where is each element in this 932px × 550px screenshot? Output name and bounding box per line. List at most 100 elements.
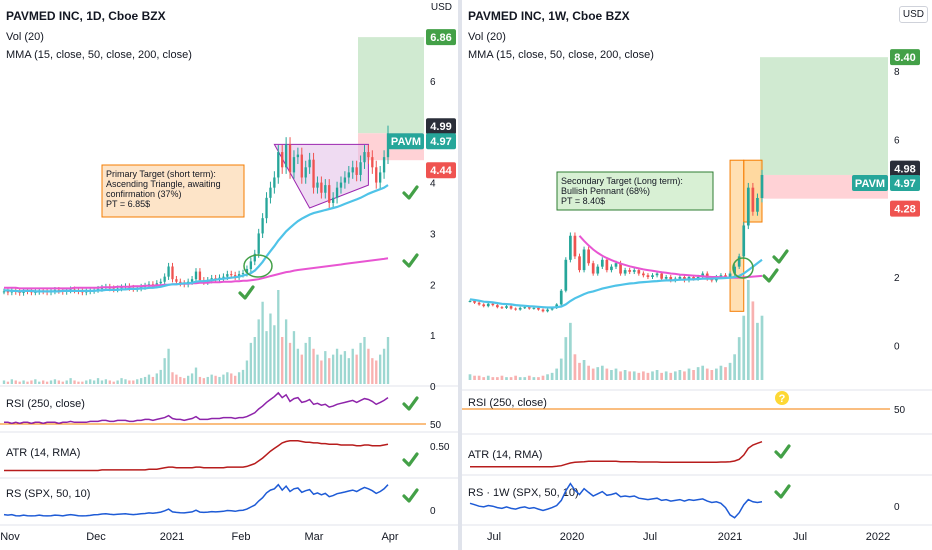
candle-body [308,159,311,168]
volume-bar [108,380,111,384]
volume-bar [509,377,513,380]
volume-bar [288,342,292,384]
volume-bar [128,380,131,384]
volume-bar [230,373,233,384]
candle-body [623,270,627,274]
x-axis-tick: 2021 [160,531,184,543]
x-axis-tick: 2022 [866,531,890,543]
chart-title: PAVMED INC, 1D, Cboe BZX [6,9,166,23]
candle-body [324,185,327,193]
candle-body [316,182,319,188]
annotation-box[interactable] [556,171,714,211]
volume-bar [45,381,49,384]
volume-bar [202,378,206,384]
volume-bar [159,369,162,384]
volume-bar [320,360,323,384]
candle-body [269,187,272,198]
volume-bar [756,322,759,380]
volume-bar [523,377,527,380]
symbol-tag: PAVM [855,178,885,190]
volume-bar [222,374,225,384]
candle-body [482,304,486,307]
price-axis-tick: 3 [430,229,436,240]
volume-bar [705,368,709,380]
candle-body [312,159,315,188]
check-icon [762,268,779,283]
candle-body [273,177,276,188]
candle-body [737,256,741,267]
volume-bar [22,380,25,384]
left-chart-panel[interactable]: Primary Target (short term): Ascending Tr… [0,0,458,550]
candle-body [382,157,386,173]
indicator-label: RSI (250, close) [6,398,85,410]
volume-bar [655,370,659,380]
volume-bar [491,377,495,380]
candle-body [241,273,245,275]
stop-price-tag-bg [890,200,920,217]
high-price-tag: 4.98 [894,164,915,176]
right-chart-panel[interactable]: Secondary Target (Long term): Bullish Pen… [462,0,932,550]
check-icon [238,285,255,300]
daily-chart-svg[interactable]: Primary Target (short term):Ascending Tr… [0,0,458,550]
volume-bar [578,362,581,380]
volume-bar [241,369,245,384]
volume-bar [527,375,531,380]
candle-body [642,273,645,276]
volume-bar [343,351,347,384]
volume-bar [719,365,723,380]
volume-bar [555,368,559,380]
candle-body [573,235,577,257]
check-icon [402,396,419,411]
annotation-line: Secondary Target (Long term): [561,176,683,186]
volume-bar [261,301,264,384]
candle-body [159,281,162,284]
volume-bar [61,381,64,384]
candle-body [468,301,472,303]
candle-body [537,307,540,310]
candle-body [304,167,307,178]
ma-short-line [4,184,389,293]
volume-bar [198,376,202,384]
volume-bar [386,337,390,384]
candle-body [505,306,508,308]
volume-bar [746,280,750,380]
symbol-tag-bg [388,133,424,150]
candle-body [701,273,705,277]
candle-body [167,266,170,277]
price-axis-tick: 2 [430,280,436,291]
candle-body [335,187,339,198]
candle-body [363,152,366,163]
volume-bar [569,322,572,380]
volume-bar [692,370,695,380]
candle-body [371,157,374,168]
price-axis-tick: 0 [894,342,900,353]
panel-separator [458,0,462,550]
volume-bar [550,372,554,380]
candle-body [190,279,194,282]
volume-bar [324,351,327,384]
volume-bar [104,379,108,384]
volume-bar [605,368,609,380]
symbol-tag: PAVM [391,136,421,148]
volume-bar [163,358,166,384]
candle-body [355,167,358,175]
price-axis-tick: 6 [430,77,436,88]
chart-title: PAVMED INC, 1W, Cboe BZX [468,9,630,23]
annotation-box[interactable] [101,164,245,218]
volume-bar [53,379,57,384]
target-price-tag-bg [890,49,920,66]
target-price-tag-bg [426,29,456,46]
x-axis-tick: Nov [0,531,20,543]
candle-body [523,307,527,309]
volume-bar [610,370,613,380]
volume-bar [331,354,335,384]
x-axis-tick: Jul [793,531,807,543]
volume-bar [190,373,194,384]
volume-bar [496,377,499,380]
volume-bar [573,354,577,380]
currency-button[interactable]: USD [898,6,928,23]
volume-bar [642,371,645,380]
volume-bar [186,375,190,384]
weekly-chart-svg[interactable]: Secondary Target (Long term):Bullish Pen… [462,0,932,550]
